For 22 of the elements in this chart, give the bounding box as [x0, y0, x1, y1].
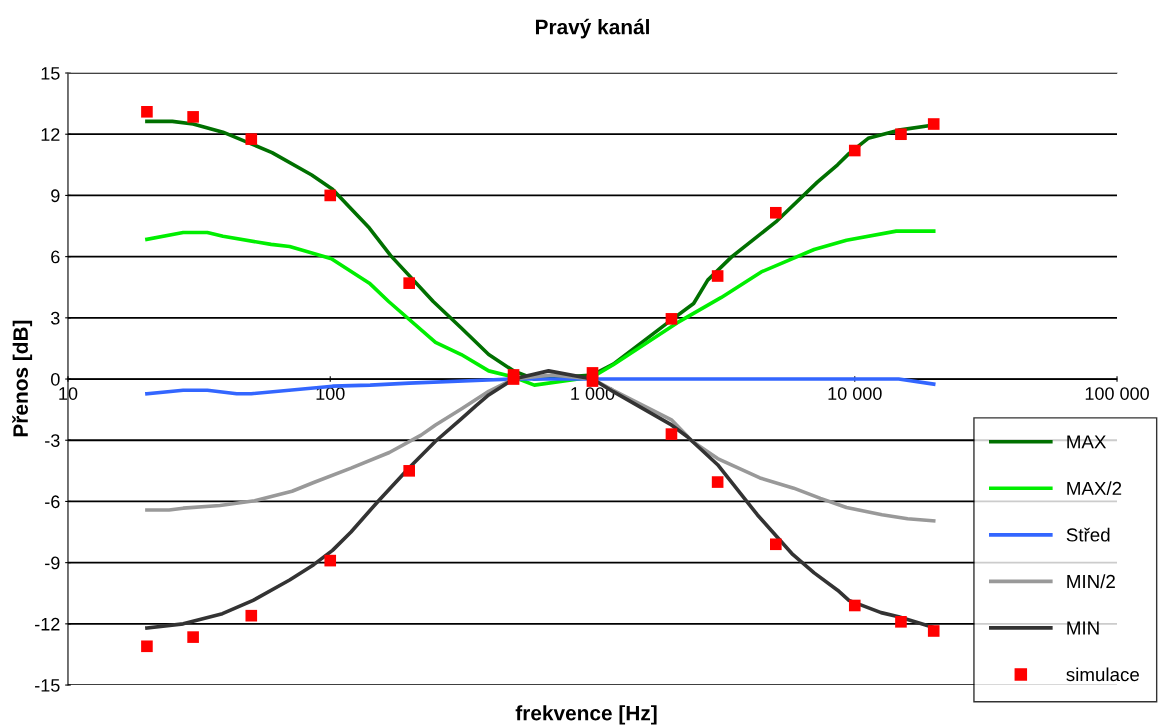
y-tick-label: -12	[35, 617, 60, 631]
y-tick-label: -15	[35, 679, 60, 692]
legend-label: MIN	[1067, 621, 1099, 635]
y-tick-label: 15	[41, 67, 60, 80]
y-tick-label: -6	[45, 495, 60, 509]
y-axis-title: Přenos [dB]	[12, 320, 33, 437]
legend-label: Střed	[1066, 527, 1110, 542]
x-tick-label: 10 000	[828, 387, 882, 400]
y-tick-label: 12	[41, 128, 60, 141]
y-tick-label: 0	[51, 372, 60, 386]
legend-label: MAX/2	[1067, 481, 1122, 496]
y-tick-label: -9	[45, 556, 60, 570]
legend-label: MAX	[1067, 435, 1107, 449]
x-tick-label: 100 000	[1085, 387, 1149, 400]
legend-label: simulace	[1066, 667, 1139, 682]
y-tick-label: 9	[51, 189, 60, 203]
y-tick-label: 6	[51, 250, 60, 264]
y-tick-label: 3	[50, 311, 60, 325]
x-axis-title: frekvence [Hz]	[515, 705, 657, 725]
y-tick-label: -3	[45, 434, 60, 447]
legend-label: MIN/2	[1067, 574, 1115, 589]
chart-title: Pravý kanál	[535, 18, 649, 39]
